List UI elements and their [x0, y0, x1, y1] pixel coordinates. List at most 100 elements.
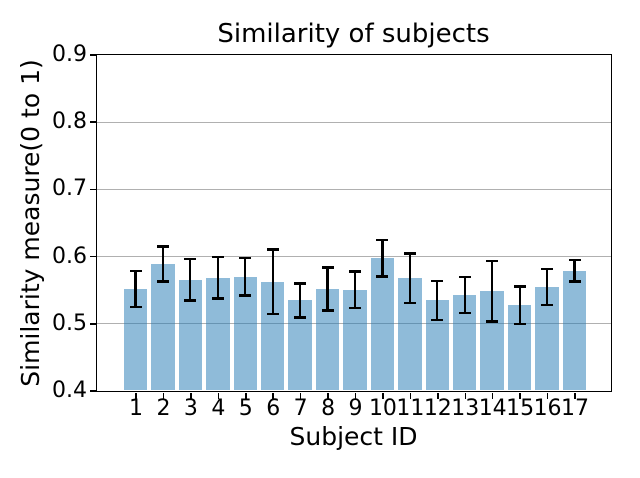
x-tick — [272, 392, 274, 399]
x-tick-label: 1 — [129, 396, 143, 421]
error-bar-cap-top — [239, 256, 252, 260]
x-tick-label: 6 — [266, 396, 281, 421]
error-bar-cap-bottom — [568, 280, 581, 283]
x-tick — [464, 392, 466, 399]
error-bar — [189, 258, 192, 301]
error-bar-cap-bottom — [403, 301, 416, 305]
bar-subject-12 — [425, 300, 449, 391]
error-bar-cap-top — [486, 259, 499, 263]
x-tick-label: 8 — [321, 396, 336, 421]
x-tick-label: 16 — [533, 396, 562, 421]
error-bar-cap-top — [211, 255, 224, 259]
bar-subject-14 — [480, 291, 504, 391]
x-tick-label: 14 — [478, 396, 507, 421]
x-tick — [574, 392, 576, 399]
y-tick — [89, 121, 96, 123]
bar-subject-11 — [398, 278, 422, 391]
error-bar-cap-bottom — [486, 320, 499, 323]
error-bar-cap-top — [541, 267, 554, 271]
error-bar — [545, 268, 549, 306]
bar-subject-3 — [178, 279, 203, 391]
error-bar — [573, 260, 576, 282]
x-tick-label: 7 — [293, 396, 308, 421]
x-tick-label: 11 — [396, 396, 425, 421]
error-bar — [353, 271, 357, 308]
error-bar-cap-bottom — [266, 312, 279, 316]
x-tick — [491, 392, 494, 399]
error-bar-cap-bottom — [376, 275, 389, 278]
x-tick — [546, 392, 549, 399]
x-tick-label: 17 — [561, 396, 589, 421]
x-tick — [162, 392, 165, 399]
y-tick-label: 0.5 — [52, 310, 87, 336]
error-bar-cap-bottom — [349, 306, 361, 310]
error-bar-cap-top — [184, 257, 197, 261]
y-tick — [89, 188, 96, 191]
bar-subject-2 — [151, 264, 175, 391]
error-bar — [299, 283, 302, 318]
error-bar — [134, 270, 137, 308]
error-bar-cap-top — [266, 248, 279, 251]
x-tick — [245, 392, 247, 399]
y-axis-label: Similarity measure(0 to 1) — [16, 59, 45, 387]
error-bar-cap-top — [568, 258, 581, 262]
x-tick — [135, 392, 137, 399]
bar-subject-5 — [233, 276, 257, 391]
y-tick-label: 0.6 — [52, 243, 87, 269]
bar-subject-7 — [288, 300, 312, 391]
error-bar-cap-top — [431, 279, 444, 283]
error-bar-cap-top — [403, 252, 416, 255]
error-bar — [491, 260, 494, 322]
error-bar — [436, 280, 439, 320]
x-tick — [409, 392, 412, 399]
plot-area — [95, 53, 612, 392]
x-tick — [354, 392, 357, 399]
error-bar-cap-bottom — [458, 311, 471, 315]
x-tick-label: 4 — [211, 396, 226, 421]
error-bar-cap-bottom — [431, 318, 444, 322]
error-bar-cap-top — [321, 266, 334, 269]
error-bar — [161, 246, 165, 282]
x-tick-label: 13 — [451, 396, 480, 421]
x-tick — [437, 392, 439, 399]
error-bar — [408, 253, 411, 304]
error-bar-cap-top — [294, 282, 307, 285]
x-tick-label: 12 — [423, 396, 452, 421]
error-bar — [244, 258, 247, 296]
bar-subject-9 — [343, 289, 367, 391]
x-tick-label: 10 — [368, 396, 397, 421]
bar-subject-6 — [260, 281, 285, 391]
bar-subject-16 — [535, 287, 559, 391]
error-bar-cap-bottom — [211, 297, 224, 300]
error-bar-cap-bottom — [321, 309, 334, 312]
x-tick — [519, 392, 521, 399]
y-tick — [89, 54, 96, 56]
chart-title: Similarity of subjects — [217, 19, 490, 49]
y-tick-label: 0.7 — [52, 176, 87, 202]
bar-subject-15 — [507, 305, 532, 391]
gridline — [96, 121, 611, 123]
x-tick — [190, 392, 192, 399]
bar-subject-1 — [123, 289, 148, 391]
x-tick — [217, 392, 220, 399]
y-tick — [89, 323, 96, 325]
error-bar — [518, 286, 521, 324]
y-tick — [89, 255, 96, 258]
bar-subject-10 — [370, 258, 395, 391]
x-tick-label: 15 — [506, 396, 535, 421]
error-bar-cap-top — [458, 275, 471, 279]
x-tick — [299, 392, 302, 399]
x-tick — [327, 392, 329, 399]
error-bar — [381, 239, 384, 277]
gridline — [96, 256, 611, 258]
error-bar-cap-top — [376, 238, 389, 242]
bar-subject-13 — [453, 295, 477, 391]
y-tick-label: 0.9 — [52, 42, 87, 67]
bar-subject-8 — [315, 289, 340, 391]
error-bar-cap-bottom — [156, 280, 169, 283]
error-bar-cap-top — [349, 270, 361, 273]
error-bar-cap-bottom — [294, 316, 307, 319]
gridline — [96, 188, 611, 190]
error-bar-cap-bottom — [239, 294, 252, 297]
error-bar-cap-bottom — [184, 299, 197, 302]
